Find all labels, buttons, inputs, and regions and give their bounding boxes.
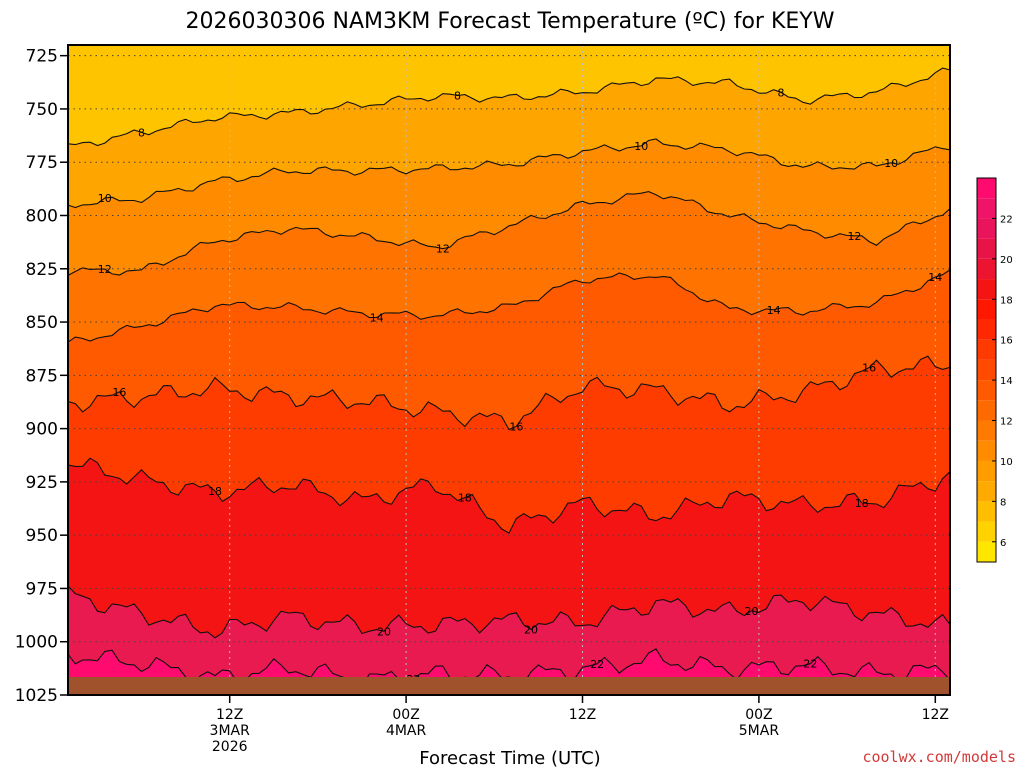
contour-20	[68, 585, 950, 639]
temperature-bands	[68, 45, 950, 695]
x-tick-label-2: 12Z	[569, 707, 596, 723]
colorbar-swatch-8	[977, 380, 996, 401]
y-tick-label-725: 725	[26, 47, 58, 67]
colorbar-frame	[976, 177, 997, 563]
colorbar-label-14: 14	[1000, 376, 1013, 387]
contour-label-14-1: 14	[767, 304, 781, 317]
colorbar-swatch-18	[977, 178, 996, 199]
colorbar-label-18: 18	[1000, 295, 1013, 306]
contour-16	[68, 355, 950, 431]
x-tick-label-0: 12Z	[216, 707, 243, 723]
colorbar-swatch-9	[977, 359, 996, 381]
colorbar-swatch-2	[977, 501, 996, 522]
contour-labels: 8 8 8 10 10 10 12 12 12 14 14 14 16 16 16 18 18 18 20 20 20 2…	[98, 86, 943, 686]
y-tick-label-925: 925	[26, 473, 58, 493]
colorbar-swatch-16	[977, 218, 996, 239]
y-tick-label-1000: 1000	[15, 633, 58, 653]
contour-label-16-2: 16	[862, 362, 876, 375]
contour-label-10-2: 10	[884, 157, 898, 170]
colorbar-swatch-1	[977, 521, 996, 542]
contour-14	[68, 269, 950, 343]
colorbar: 6 8 10 12 14 16 18 20 22	[976, 177, 1013, 563]
colorbar-swatch-17	[977, 198, 996, 219]
contour-label-10-1: 10	[634, 140, 648, 153]
y-tick-label-825: 825	[26, 260, 58, 280]
contour-label-12-2: 12	[847, 230, 861, 243]
colorbar-swatch-5	[977, 440, 996, 461]
colorbar-label-22: 22	[1000, 214, 1013, 225]
colorbar-swatch-6	[977, 420, 996, 441]
contour-8	[68, 67, 950, 147]
colorbar-label-12: 12	[1000, 417, 1013, 428]
ground-surface	[68, 677, 950, 695]
y-tick-label-850: 850	[26, 313, 58, 333]
colorbar-swatch-14	[977, 258, 996, 280]
contour-label-22-2: 22	[803, 658, 817, 671]
contour-label-18-0: 18	[208, 485, 222, 498]
colorbar-label-10: 10	[1000, 457, 1013, 468]
colorbar-swatch-10	[977, 339, 996, 360]
contour-label-8-2: 8	[777, 86, 784, 99]
y-tick-label-750: 750	[26, 100, 58, 120]
y-tick-label-950: 950	[26, 526, 58, 546]
contour-label-8-0: 8	[138, 126, 145, 139]
y-tick-label-900: 900	[26, 420, 58, 440]
y-axis: 725 750 775 800 825 850 875 900 925 950 975 1000 102…	[15, 47, 68, 706]
x-tick-year-0: 2026	[212, 739, 248, 755]
grid-lines	[68, 45, 950, 695]
colorbar-swatch-0	[977, 541, 996, 562]
colorbar-swatch-4	[977, 460, 996, 482]
contour-label-20-0: 20	[377, 625, 391, 638]
contour-10	[68, 138, 950, 209]
contour-label-8-1: 8	[454, 90, 461, 103]
y-tick-label-875: 875	[26, 366, 58, 386]
x-tick-label-3: 00Z	[745, 707, 772, 723]
plot-frame	[67, 44, 951, 696]
x-tick-date-3: 5MAR	[739, 723, 780, 739]
contour-lines	[68, 67, 950, 689]
contour-label-18-1: 18	[458, 492, 472, 505]
x-axis-label: Forecast Time (UTC)	[419, 748, 600, 768]
contour-18	[68, 457, 950, 534]
contour-12	[68, 191, 950, 276]
colorbar-swatch-12	[977, 299, 996, 320]
contour-label-20-1: 20	[524, 623, 538, 636]
colorbar-swatch-11	[977, 319, 996, 340]
contour-label-10-0: 10	[98, 192, 112, 205]
contour-label-14-0: 14	[370, 312, 384, 325]
contour-label-12-1: 12	[436, 243, 450, 256]
colorbar-swatch-7	[977, 400, 996, 421]
y-tick-label-975: 975	[26, 579, 58, 599]
contour-label-14-2: 14	[928, 271, 942, 284]
y-tick-label-1025: 1025	[15, 686, 58, 706]
x-tick-label-4: 12Z	[922, 707, 949, 723]
colorbar-swatch-13	[977, 279, 996, 300]
credit-text: coolwx.com/models	[862, 748, 1016, 766]
contour-label-16-0: 16	[112, 386, 126, 399]
contour-22	[68, 648, 950, 689]
x-tick-date-1: 4MAR	[386, 723, 427, 739]
chart-title: 2026030306 NAM3KM Forecast Temperature (…	[186, 9, 835, 34]
colorbar-label-20: 20	[1000, 255, 1013, 266]
colorbar-label-16: 16	[1000, 336, 1013, 347]
y-tick-label-775: 775	[26, 153, 58, 173]
contour-label-20-2: 20	[745, 605, 759, 618]
contour-label-22-1: 22	[590, 658, 604, 671]
colorbar-swatch-15	[977, 238, 996, 259]
contour-label-12-0: 12	[98, 263, 112, 276]
colorbar-swatch-3	[977, 481, 996, 502]
x-tick-date-0: 3MAR	[210, 723, 251, 739]
contour-label-16-1: 16	[509, 420, 523, 433]
colorbar-label-8: 8	[1000, 497, 1006, 508]
colorbar-label-6: 6	[1000, 538, 1006, 549]
contour-label-18-2: 18	[855, 497, 869, 510]
y-tick-label-800: 800	[26, 206, 58, 226]
x-tick-label-1: 00Z	[392, 707, 419, 723]
